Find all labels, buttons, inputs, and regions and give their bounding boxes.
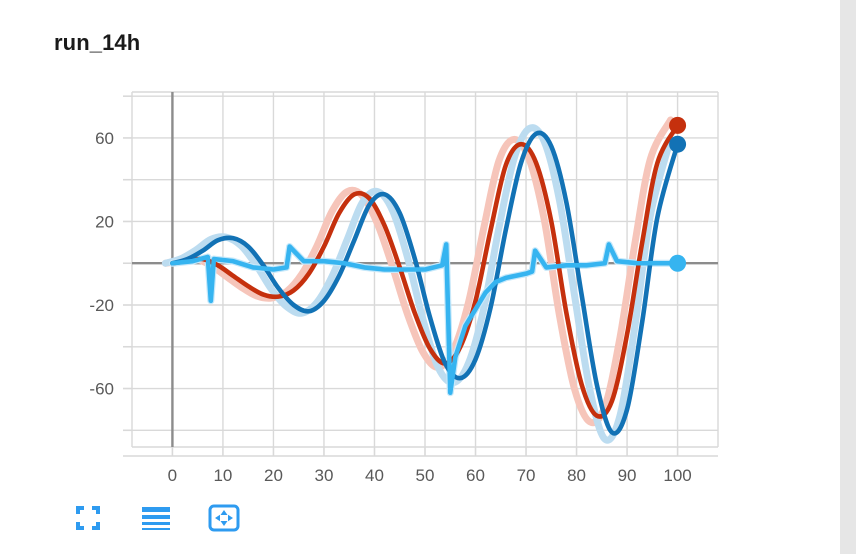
pan-zoom-icon [208, 504, 240, 535]
page-title: run_14h [54, 30, 141, 55]
list-lines-icon [141, 505, 171, 534]
legend-lines-button[interactable] [134, 498, 178, 540]
chart-plot-area[interactable]: 60 20 -20 -60 0 10 20 30 40 50 60 70 80 90 100 [0, 0, 840, 490]
chart-svg[interactable]: 60 20 -20 -60 0 10 20 30 40 50 60 70 80 90 100 [0, 0, 840, 490]
x-tick-label: 80 [567, 466, 586, 485]
endpoint-marker-series_blue[interactable] [669, 135, 687, 153]
x-tick-label: 0 [168, 466, 177, 485]
chart-tick-marks [123, 95, 718, 457]
fullscreen-button[interactable] [66, 498, 110, 540]
fullscreen-icon [75, 505, 101, 534]
endpoint-marker-series_red[interactable] [669, 116, 687, 134]
chart-endpoint-markers[interactable] [669, 116, 687, 272]
y-tick-label: -20 [89, 296, 114, 315]
x-tick-label: 40 [365, 466, 384, 485]
chart-x-axis-labels: 0 10 20 30 40 50 60 70 80 90 100 [168, 466, 692, 485]
x-tick-label: 30 [315, 466, 334, 485]
chart-y-axis-labels: 60 20 -20 -60 [89, 129, 114, 399]
pan-zoom-button[interactable] [202, 498, 246, 540]
y-tick-label: 60 [95, 129, 114, 148]
x-tick-label: 20 [264, 466, 283, 485]
chart-series-smoothed [170, 123, 680, 436]
x-tick-label: 100 [663, 466, 691, 485]
x-tick-label: 10 [213, 466, 232, 485]
y-tick-label: 20 [95, 212, 114, 231]
x-tick-label: 70 [517, 466, 536, 485]
x-tick-label: 50 [416, 466, 435, 485]
chart-toolbar[interactable] [66, 496, 246, 542]
endpoint-marker-series_cyan[interactable] [669, 254, 687, 272]
x-tick-label: 60 [466, 466, 485, 485]
x-tick-label: 90 [618, 466, 637, 485]
y-tick-label: -60 [89, 380, 114, 399]
